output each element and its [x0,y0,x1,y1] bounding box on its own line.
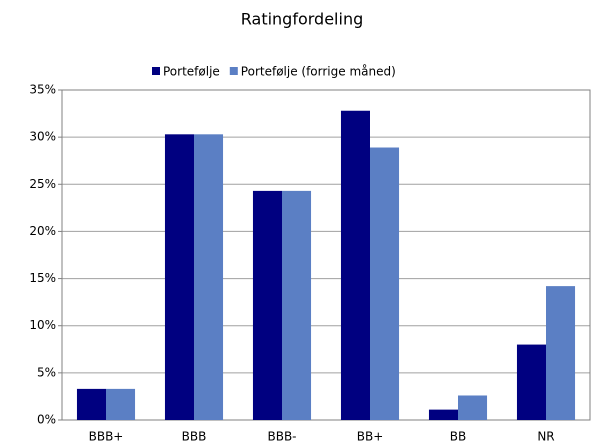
plot-border [61,89,591,421]
y-tick-label: 30% [29,130,56,144]
legend-swatch [229,67,238,75]
bar [164,134,194,421]
y-tick-label: 35% [29,83,56,97]
x-tick-label: NR [537,430,554,444]
y-tick-label: 5% [37,365,56,379]
bar [340,110,370,420]
legend-label: Portefølje (forrige måned) [241,65,396,79]
x-tick-label: BB+ [357,430,384,444]
y-tick-label: 25% [29,177,56,191]
bar [458,395,488,420]
bar [194,134,224,421]
x-tick-label: BB [450,430,466,444]
x-tick-label: BBB- [267,430,296,444]
bar [428,409,458,420]
y-tick-label: 20% [29,224,56,238]
x-tick-label: BBB+ [89,430,124,444]
y-tick-label: 10% [29,318,56,332]
y-tick-label: 0% [37,413,56,427]
bar [76,388,106,420]
bar [370,147,400,420]
x-tick-label: BBB [182,430,207,444]
bar [516,344,546,420]
chart-title: Ratingfordeling [241,10,364,29]
bar [546,286,576,420]
legend-label: Portefølje [163,65,220,79]
bar [106,388,136,420]
bar [282,190,312,420]
y-tick-label: 15% [29,271,56,285]
bar [252,190,282,420]
legend-swatch [152,67,160,75]
